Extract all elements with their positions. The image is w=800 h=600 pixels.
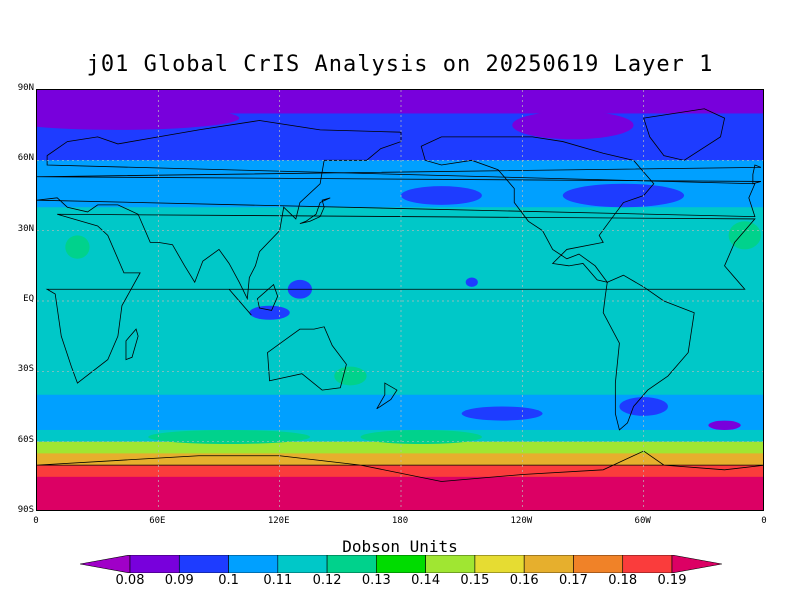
lon-tick-label: 0 <box>33 516 39 526</box>
colorbar-swatch <box>129 555 180 573</box>
contour-patch <box>65 235 90 259</box>
lon-tick-label: 120E <box>267 516 290 526</box>
contour-band <box>37 371 763 396</box>
colorbar-tick-label: 0.1 <box>218 573 239 588</box>
lon-tick-label: 0 <box>761 516 767 526</box>
contour-band <box>37 301 763 325</box>
colorbar-tick-label: 0.17 <box>558 573 588 588</box>
colorbar-tick-label: 0.12 <box>312 573 342 588</box>
contour-band <box>37 324 763 349</box>
contour-patch <box>562 183 685 208</box>
contour-patch <box>512 111 634 140</box>
contour-patch <box>37 106 240 130</box>
contour-band <box>37 230 763 255</box>
contour-band <box>37 441 763 454</box>
colorbar-tick-label: 0.09 <box>164 573 194 588</box>
colorbar-swatch <box>622 555 673 573</box>
ozone-map <box>37 90 763 510</box>
contour-band <box>37 394 763 419</box>
colorbar-swatch <box>277 555 328 573</box>
colorbar-tick-label: 0.16 <box>509 573 539 588</box>
contour-patch <box>708 420 741 430</box>
coastline <box>37 450 763 482</box>
lat-tick-label: 60S <box>17 434 34 445</box>
contour-band <box>37 465 763 478</box>
map-plot-area <box>36 89 764 511</box>
contour-band <box>37 254 763 279</box>
coastline <box>37 164 762 185</box>
lat-tick-label: EQ <box>23 294 34 304</box>
colorbar-min-arrow <box>80 555 131 573</box>
coastline <box>256 283 279 311</box>
lon-tick-label: 120W <box>510 516 533 526</box>
lat-tick-label: 90N <box>17 83 34 93</box>
contour-patch <box>465 277 478 287</box>
coastline <box>228 289 252 316</box>
contour-patch <box>360 429 482 445</box>
coastline <box>643 108 726 161</box>
coastline <box>125 328 139 361</box>
colorbar-swatch <box>376 555 426 573</box>
gridlines <box>37 90 763 510</box>
lat-tick-label: 30S <box>17 364 34 375</box>
colorbar-title: Dobson Units <box>342 537 458 556</box>
contour-bands <box>37 90 763 510</box>
coastline <box>299 197 331 225</box>
lon-tick-label: 60W <box>634 516 651 526</box>
coastline <box>37 120 756 301</box>
colorbar-tick-label: 0.15 <box>460 573 490 588</box>
colorbar-swatch <box>523 555 574 573</box>
coastline <box>420 136 655 283</box>
colorbar-swatch <box>178 555 229 573</box>
colorbar-swatch <box>425 555 476 573</box>
contour-patch <box>728 221 761 250</box>
colorbar <box>80 555 722 573</box>
colorbar-tick-label: 0.19 <box>657 573 687 588</box>
contour-band <box>37 418 763 431</box>
lon-tick-label: 180 <box>391 516 409 526</box>
coastline <box>45 213 756 384</box>
contour-patch <box>334 366 367 386</box>
lat-tick-label: 90S <box>17 505 34 515</box>
contour-band <box>37 347 763 372</box>
map-title: j01 Global CrIS Analysis on 20250619 Lay… <box>86 52 714 77</box>
coastline <box>602 274 695 431</box>
lat-tick-label: 30N <box>17 223 34 234</box>
colorbar-tick-label: 0.08 <box>115 573 145 588</box>
contour-patch <box>461 406 543 421</box>
colorbar-max-arrow <box>671 555 722 573</box>
lon-tick-label: 60E <box>149 516 166 526</box>
contour-patch <box>401 186 482 205</box>
contour-band <box>37 136 763 161</box>
contour-band <box>37 476 763 490</box>
colorbar-tick-label: 0.18 <box>608 573 638 588</box>
coastlines <box>37 108 763 482</box>
colorbar-swatch <box>228 555 279 573</box>
contour-band <box>37 453 763 466</box>
coastline <box>376 382 398 410</box>
coastline <box>267 326 347 391</box>
colorbar-swatch <box>326 555 377 573</box>
contour-band <box>37 90 763 114</box>
colorbar-tick-label: 0.14 <box>411 573 441 588</box>
colorbar-tick-label: 0.11 <box>263 573 293 588</box>
lat-tick-label: 60N <box>17 153 34 164</box>
colorbar-swatch <box>474 555 525 573</box>
contour-band <box>37 488 763 510</box>
contour-band <box>37 207 763 232</box>
colorbar-swatch <box>573 555 624 573</box>
contour-patch <box>249 305 290 320</box>
colorbar-tick-label: 0.13 <box>361 573 391 588</box>
contour-patch <box>148 429 310 445</box>
